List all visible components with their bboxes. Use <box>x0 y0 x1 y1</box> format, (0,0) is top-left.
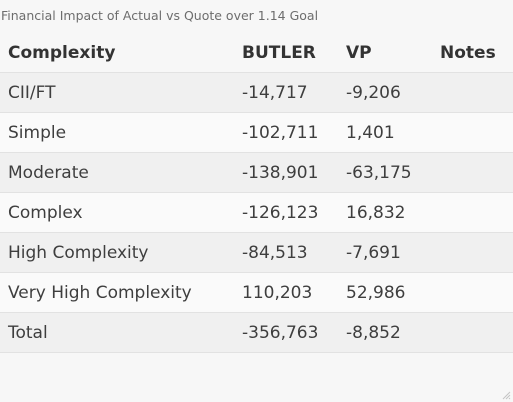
table-row: Very High Complexity 110,203 52,986 <box>0 273 513 313</box>
table-row: CII/FT -14,717 -9,206 <box>0 73 513 113</box>
complexity-cell: CII/FT <box>8 82 56 103</box>
butler-cell: -356,763 <box>242 322 319 343</box>
column-header-complexity[interactable]: Complexity <box>8 42 116 63</box>
butler-cell: -84,513 <box>242 242 308 263</box>
complexity-cell: Simple <box>8 122 67 143</box>
table-row-total: Total -356,763 -8,852 <box>0 313 513 353</box>
impact-table: Complexity BUTLER VP Notes CII/FT -14,71… <box>0 33 513 353</box>
vp-cell: 1,401 <box>346 122 395 143</box>
butler-cell: -102,711 <box>242 122 319 143</box>
butler-cell: -138,901 <box>242 162 319 183</box>
vp-cell: 52,986 <box>346 282 406 303</box>
complexity-cell: Moderate <box>8 162 89 183</box>
butler-cell: 110,203 <box>242 282 313 303</box>
column-header-vp[interactable]: VP <box>346 42 372 63</box>
complexity-cell: High Complexity <box>8 242 149 263</box>
table-row: Simple -102,711 1,401 <box>0 113 513 153</box>
column-header-notes[interactable]: Notes <box>440 42 496 63</box>
vp-cell: -9,206 <box>346 82 401 103</box>
complexity-cell: Very High Complexity <box>8 282 192 303</box>
butler-cell: -14,717 <box>242 82 308 103</box>
vp-cell: -8,852 <box>346 322 401 343</box>
table-row: High Complexity -84,513 -7,691 <box>0 233 513 273</box>
vp-cell: -63,175 <box>346 162 412 183</box>
table-caption: Financial Impact of Actual vs Quote over… <box>1 8 319 23</box>
column-header-butler[interactable]: BUTLER <box>242 42 316 63</box>
vp-cell: -7,691 <box>346 242 401 263</box>
table-header-row: Complexity BUTLER VP Notes <box>0 33 513 73</box>
vp-cell: 16,832 <box>346 202 406 223</box>
butler-cell: -126,123 <box>242 202 319 223</box>
complexity-cell: Total <box>8 322 48 343</box>
complexity-cell: Complex <box>8 202 83 223</box>
table-row: Complex -126,123 16,832 <box>0 193 513 233</box>
table-row: Moderate -138,901 -63,175 <box>0 153 513 193</box>
resize-grip-icon[interactable] <box>501 390 511 400</box>
